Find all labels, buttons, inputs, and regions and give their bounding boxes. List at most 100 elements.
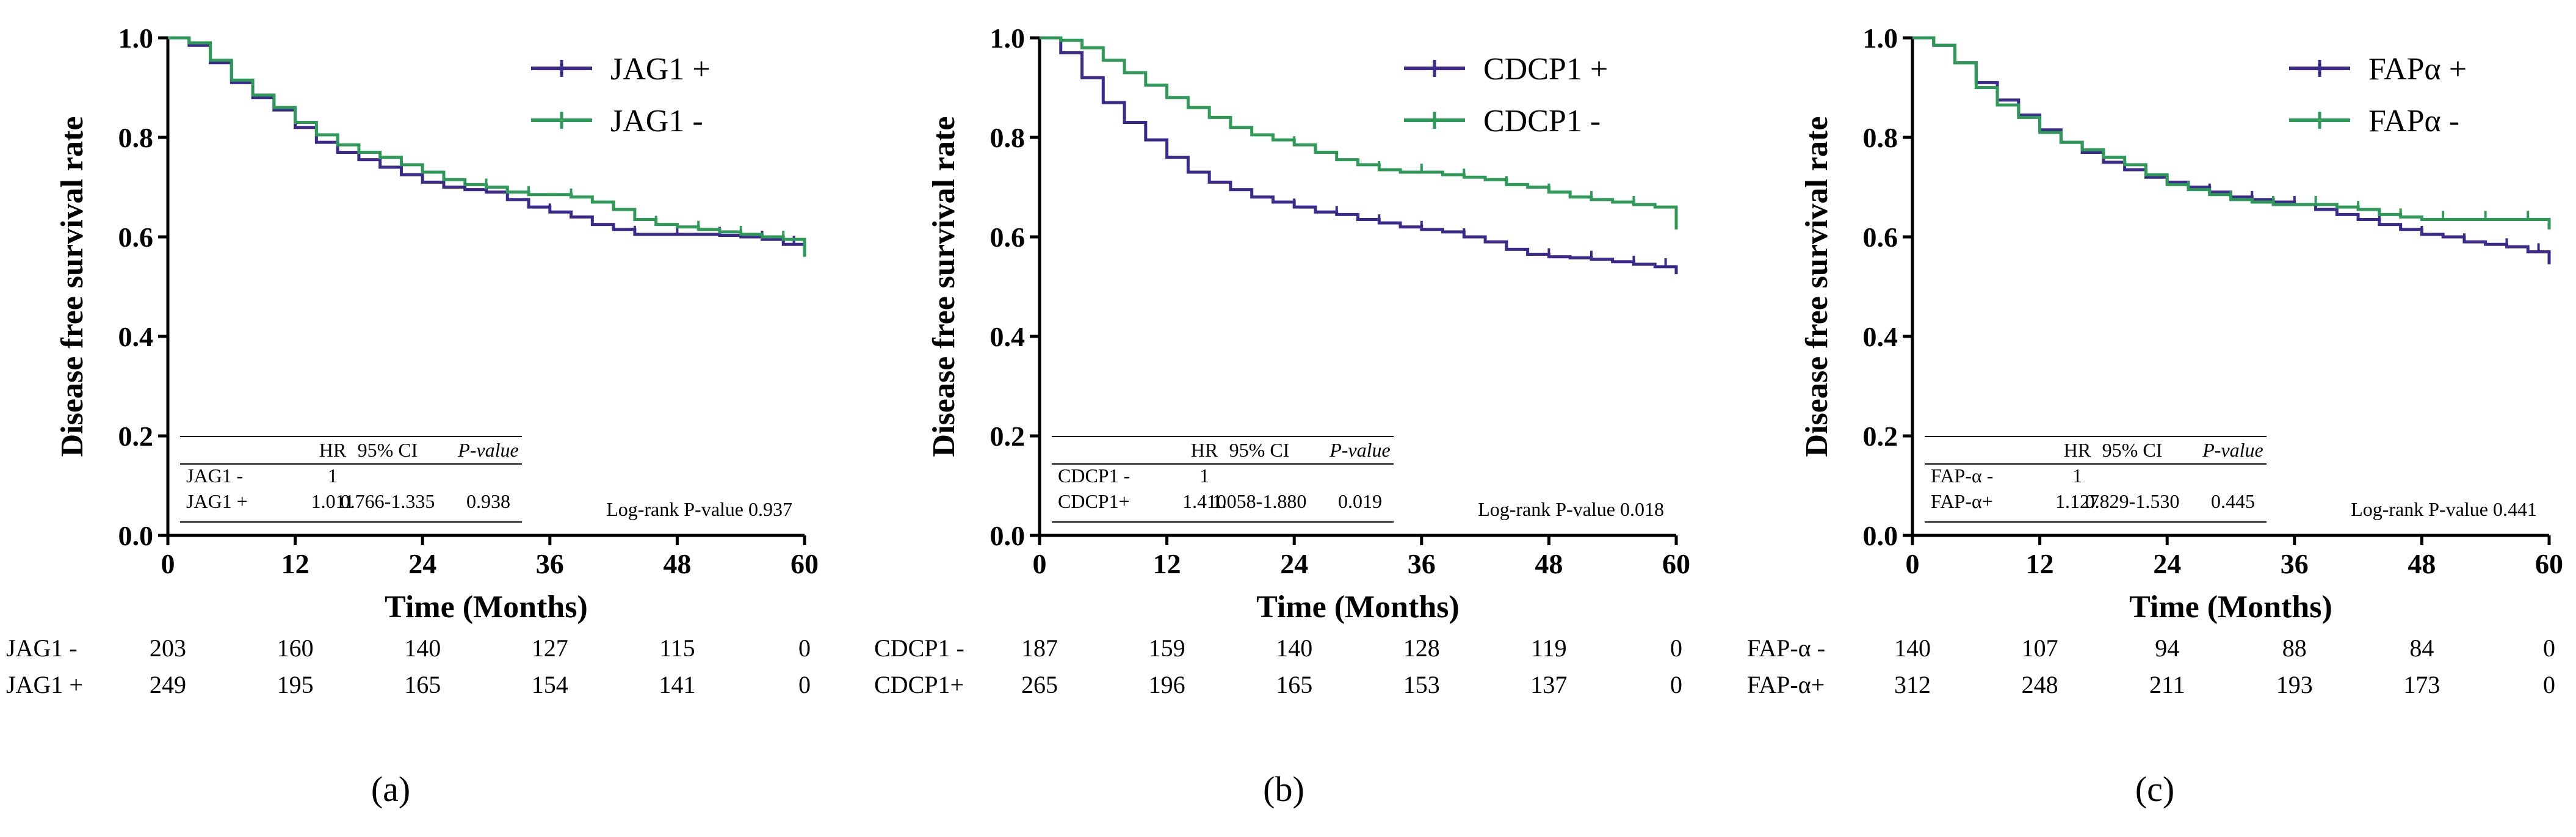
- x-tick-label: 60: [1662, 548, 1690, 579]
- risk-value: 159: [1149, 634, 1185, 662]
- risk-value: 0: [798, 671, 811, 698]
- panel-label: (a): [371, 769, 410, 809]
- y-tick-label: 0.8: [1863, 122, 1898, 153]
- x-tick-label: 60: [791, 548, 819, 579]
- legend-label: JAG1 +: [610, 52, 711, 87]
- hr-table-cell: 1.410: [1182, 490, 1226, 512]
- panel-label: (c): [2135, 769, 2174, 809]
- hr-table-header: P-value: [2202, 439, 2263, 461]
- y-tick-label: 0.6: [1863, 222, 1898, 253]
- hr-table-cell: 1: [1199, 465, 1209, 487]
- risk-value: 140: [1894, 634, 1931, 662]
- risk-value: 0: [2543, 634, 2555, 662]
- x-axis-label: Time (Months): [385, 590, 588, 625]
- hr-table-header: 95% CI: [1229, 439, 1290, 461]
- y-tick-label: 0.6: [990, 222, 1026, 253]
- risk-value: 248: [2022, 671, 2058, 698]
- x-tick-label: 0: [1033, 548, 1047, 579]
- km-panel-2: 0.0 0.2 0.4 0.6 0.8 1.0 0 12 24 36 48 60 Disease fre…: [874, 23, 1690, 809]
- y-tick-label: 0.2: [118, 421, 154, 452]
- logrank-pvalue: Log-rank P-value 0.937: [606, 498, 792, 520]
- y-tick-label: 0.2: [990, 421, 1026, 452]
- risk-value: 160: [277, 634, 314, 662]
- hr-table-cell: 1.127: [2055, 490, 2099, 512]
- risk-value: 140: [404, 634, 441, 662]
- hr-table-cell: FAP-α+: [1931, 490, 1993, 512]
- risk-value: 173: [2403, 671, 2440, 698]
- legend-label: CDCP1 +: [1483, 52, 1608, 87]
- risk-value: 88: [2282, 634, 2307, 662]
- risk-row-label: CDCP1 -: [874, 634, 964, 662]
- hr-table-header: P-value: [1329, 439, 1391, 461]
- risk-value: 0: [1670, 634, 1682, 662]
- survival-curve-negative: [1040, 36, 1678, 230]
- risk-row-label: JAG1 +: [6, 671, 83, 698]
- risk-row-label: JAG1 -: [6, 634, 78, 662]
- hr-table-cell: 1: [2072, 465, 2082, 487]
- hr-table-cell: 0.019: [1338, 490, 1382, 512]
- risk-value: 153: [1403, 671, 1440, 698]
- x-axis-label: Time (Months): [1256, 590, 1460, 625]
- legend-label: FAPα -: [2368, 104, 2459, 139]
- panel-label: (b): [1263, 769, 1304, 809]
- survival-curve-negative: [1912, 36, 2551, 230]
- y-tick-label: 1.0: [118, 23, 154, 54]
- x-tick-label: 0: [1906, 548, 1920, 579]
- x-tick-label: 0: [161, 548, 175, 579]
- x-tick-label: 24: [2153, 548, 2181, 579]
- x-tick-label: 48: [2408, 548, 2436, 579]
- logrank-pvalue: Log-rank P-value 0.441: [2351, 498, 2537, 520]
- y-tick-label: 0.4: [118, 321, 154, 352]
- logrank-pvalue: Log-rank P-value 0.018: [1478, 498, 1664, 520]
- x-tick-label: 36: [536, 548, 564, 579]
- risk-value: 195: [277, 671, 314, 698]
- hr-table-cell: JAG1 -: [186, 465, 243, 487]
- risk-value: 115: [659, 634, 695, 662]
- risk-value: 312: [1894, 671, 1931, 698]
- km-panel-1: 0.0 0.2 0.4 0.6 0.8 1.0 0 12 24 36 48 60 Disease fre…: [6, 23, 819, 809]
- y-tick-label: 0.8: [118, 122, 154, 153]
- x-tick-label: 36: [1408, 548, 1436, 579]
- risk-row-label: FAP-α -: [1747, 634, 1825, 662]
- x-tick-label: 48: [1535, 548, 1563, 579]
- hr-table-cell: 0.445: [2211, 490, 2255, 512]
- x-tick-label: 12: [281, 548, 309, 579]
- risk-row-label: CDCP1+: [874, 671, 964, 698]
- y-axis-label: Disease free survival rate: [927, 117, 961, 457]
- km-panel-3: 0.0 0.2 0.4 0.6 0.8 1.0 0 12 24 36 48 60 Disease fre…: [1747, 23, 2563, 809]
- risk-row-label: FAP-α+: [1747, 671, 1825, 698]
- hr-table-header: P-value: [457, 439, 519, 461]
- hr-table-cell: 0.938: [466, 490, 510, 512]
- y-tick-label: 0.2: [1863, 421, 1898, 452]
- risk-value: 141: [659, 671, 695, 698]
- x-tick-label: 60: [2535, 548, 2563, 579]
- hr-table-cell: FAP-α -: [1931, 465, 1993, 487]
- y-tick-label: 0.8: [990, 122, 1026, 153]
- y-axis-label: Disease free survival rate: [55, 117, 90, 457]
- y-tick-label: 0.4: [990, 321, 1026, 352]
- x-tick-label: 24: [1280, 548, 1308, 579]
- risk-value: 265: [1021, 671, 1058, 698]
- hr-table-cell: 1.058-1.880: [1212, 490, 1307, 512]
- hr-table-cell: CDCP1+: [1058, 490, 1130, 512]
- hr-table-cell: CDCP1 -: [1058, 465, 1130, 487]
- x-tick-label: 12: [1153, 548, 1181, 579]
- x-tick-label: 48: [663, 548, 691, 579]
- hr-table-header: 95% CI: [2102, 439, 2163, 461]
- risk-value: 154: [532, 671, 568, 698]
- y-tick-label: 0.0: [1863, 520, 1898, 551]
- hr-table-cell: 1: [328, 465, 338, 487]
- hr-table-cell: 1.011: [311, 490, 355, 512]
- risk-value: 128: [1403, 634, 1440, 662]
- x-tick-label: 36: [2281, 548, 2309, 579]
- y-tick-label: 0.6: [118, 222, 154, 253]
- y-tick-label: 0.0: [118, 520, 154, 551]
- risk-value: 165: [1276, 671, 1312, 698]
- hr-table-header: 95% CI: [358, 439, 418, 461]
- x-tick-label: 24: [408, 548, 436, 579]
- legend-label: CDCP1 -: [1483, 104, 1601, 139]
- hr-table-cell: 0.829-1.530: [2085, 490, 2180, 512]
- risk-value: 137: [1530, 671, 1567, 698]
- y-axis-label: Disease free survival rate: [1800, 117, 1834, 457]
